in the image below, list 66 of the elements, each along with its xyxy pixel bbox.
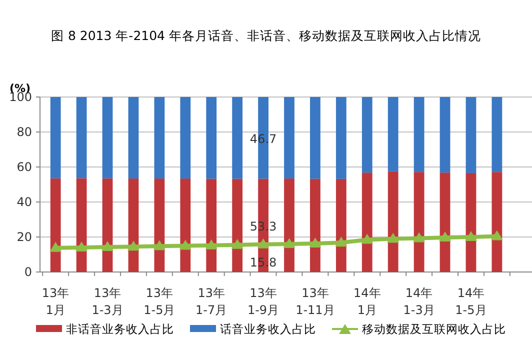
point	[361, 234, 374, 244]
bar	[492, 172, 502, 272]
bar	[310, 178, 320, 272]
point	[490, 230, 503, 240]
bar	[336, 97, 346, 179]
legend-label: 非话音业务收入占比	[66, 322, 174, 336]
x-tick-label: 13年 1月	[42, 286, 70, 317]
point	[387, 232, 400, 243]
y-tick-label: 60	[16, 160, 32, 174]
bar	[180, 97, 191, 179]
point	[50, 242, 62, 252]
x-tick-label: 13年 1-9月	[247, 286, 280, 317]
point	[231, 238, 244, 249]
bar	[362, 97, 372, 173]
point	[283, 238, 296, 248]
x-tick-label: 13年 1-3月	[92, 286, 124, 317]
y-tick-label: 20	[16, 230, 32, 244]
point	[102, 240, 114, 251]
bar	[154, 97, 165, 179]
point	[413, 232, 426, 242]
bar	[440, 172, 450, 272]
bar	[362, 172, 372, 272]
bar	[414, 172, 424, 272]
y-tick-label: 0	[24, 265, 32, 279]
point	[179, 240, 192, 250]
bar	[388, 97, 398, 172]
bar	[180, 178, 191, 272]
bar	[206, 178, 217, 272]
bar	[50, 178, 61, 272]
bar	[50, 97, 61, 178]
bar	[284, 97, 294, 179]
x-tick-label: 14年 1月	[353, 286, 381, 317]
bar	[310, 97, 320, 179]
bar	[284, 178, 294, 272]
legend-label: 移动数据及互联网收入占比	[362, 322, 506, 336]
x-tick-label: 14年 1-5月	[455, 286, 487, 317]
point	[153, 240, 166, 250]
point	[76, 242, 88, 252]
y-tick-label: 40	[16, 195, 32, 209]
x-tick-label: 13年 1-5月	[144, 286, 176, 317]
bar	[232, 97, 243, 179]
x-tick-label: 14年 1-3月	[403, 286, 435, 317]
bar	[128, 97, 139, 179]
point	[257, 238, 270, 248]
bar	[388, 171, 398, 272]
bar	[414, 97, 424, 172]
bar	[336, 178, 346, 272]
y-tick-label: 80	[16, 125, 32, 139]
point	[335, 236, 348, 247]
point	[309, 237, 322, 248]
bar	[466, 97, 476, 173]
bar	[154, 178, 165, 272]
point	[205, 239, 218, 250]
bar	[492, 97, 502, 172]
point	[439, 232, 452, 242]
legend-label: 话音业务收入占比	[220, 322, 316, 336]
x-tick-label: 13年 1-7月	[196, 286, 228, 317]
chart-title: 图 8 2013 年-2104 年各月话音、非话音、移动数据及互联网收入占比情况	[51, 28, 481, 43]
bar	[76, 97, 87, 178]
bar	[206, 97, 217, 179]
point	[127, 240, 140, 251]
bar	[102, 97, 113, 178]
x-tick-label: 13年 1-11月	[296, 286, 335, 317]
point	[464, 231, 477, 241]
bar	[232, 178, 243, 272]
bar	[440, 97, 450, 173]
